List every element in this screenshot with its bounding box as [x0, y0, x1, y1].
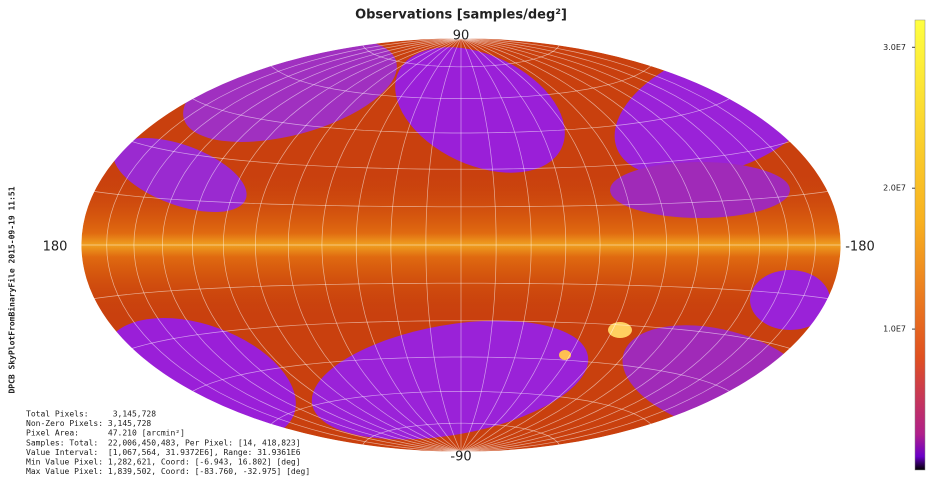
sky-map	[80, 16, 844, 466]
pole-label: 90	[453, 29, 470, 44]
info-line: Total Pixels: 3,145,728	[26, 410, 156, 419]
chart: Observations [samples/deg²] 90 -90 180 -…	[0, 0, 929, 487]
side-note: DPCB SkyPlotFromBinaryFile 2015-09-19 11…	[7, 186, 17, 393]
colorbar	[915, 20, 925, 470]
info-line: Min Value Pixel: 1,282,621, Coord: [-6.9…	[26, 458, 301, 467]
lon-label: 180	[43, 240, 68, 255]
info-line: Non-Zero Pixels: 3,145,728	[26, 419, 151, 428]
chart-title: Observations [samples/deg²]	[355, 8, 567, 23]
colorbar-tick-label: 1.0E7	[883, 325, 906, 334]
info-line: Pixel Area: 47.210 [arcmin²]	[26, 429, 185, 438]
colorbar-tick-label: 2.0E7	[883, 184, 906, 193]
info-line: Value Interval: [1,067,564, 31.9372E6], …	[26, 448, 301, 457]
info-line: Samples: Total: 22,006,450,483, Per Pixe…	[26, 438, 301, 447]
pole-label: -90	[450, 450, 471, 465]
lon-label: -180	[845, 240, 875, 255]
colorbar-tick-label: 3.0E7	[883, 43, 906, 52]
info-line: Max Value Pixel: 1,839,502, Coord: [-83.…	[26, 467, 310, 476]
